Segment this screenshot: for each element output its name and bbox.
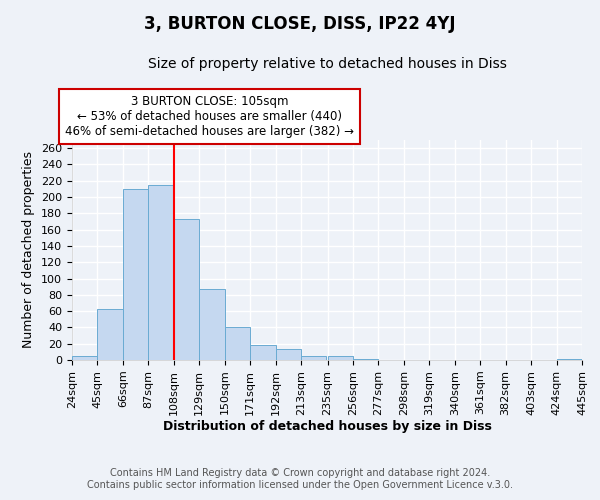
- Y-axis label: Number of detached properties: Number of detached properties: [22, 152, 35, 348]
- Bar: [275, 348, 301, 360]
- Text: 3 BURTON CLOSE: 105sqm
← 53% of detached houses are smaller (440)
46% of semi-de: 3 BURTON CLOSE: 105sqm ← 53% of detached…: [65, 95, 354, 138]
- Bar: [250, 344, 275, 360]
- Text: 3, BURTON CLOSE, DISS, IP22 4YJ: 3, BURTON CLOSE, DISS, IP22 4YJ: [144, 15, 456, 33]
- Bar: [557, 359, 582, 360]
- Bar: [199, 289, 224, 360]
- Bar: [224, 328, 250, 360]
- Bar: [328, 356, 353, 360]
- Title: Size of property relative to detached houses in Diss: Size of property relative to detached ho…: [148, 57, 506, 71]
- X-axis label: Distribution of detached houses by size in Diss: Distribution of detached houses by size …: [163, 420, 491, 434]
- Bar: [148, 185, 174, 360]
- Bar: [301, 356, 326, 360]
- Bar: [174, 219, 199, 360]
- Bar: [123, 189, 148, 360]
- Bar: [97, 308, 123, 360]
- Bar: [72, 356, 97, 360]
- Bar: [353, 359, 379, 360]
- Text: Contains public sector information licensed under the Open Government Licence v.: Contains public sector information licen…: [87, 480, 513, 490]
- Text: Contains HM Land Registry data © Crown copyright and database right 2024.: Contains HM Land Registry data © Crown c…: [110, 468, 490, 477]
